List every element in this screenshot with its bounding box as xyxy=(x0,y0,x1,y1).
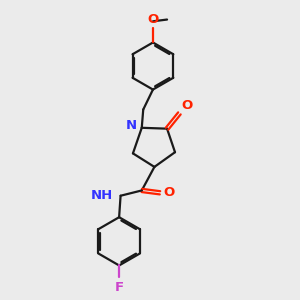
Text: O: O xyxy=(147,13,159,26)
Text: O: O xyxy=(163,186,174,199)
Text: NH: NH xyxy=(90,189,112,202)
Text: O: O xyxy=(182,99,193,112)
Text: F: F xyxy=(115,281,124,294)
Text: N: N xyxy=(126,119,137,132)
